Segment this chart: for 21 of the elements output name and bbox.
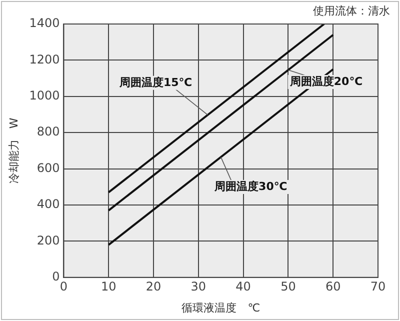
text: 周囲温度15℃ — [118, 76, 192, 89]
y-tick-label: 1000 — [29, 88, 60, 103]
x-tick-label: 70 — [370, 280, 386, 294]
y-tick-label: 800 — [36, 124, 60, 139]
x-tick-label: 50 — [280, 280, 296, 294]
y-tick-label: 400 — [36, 197, 60, 212]
y-tick-label: 200 — [36, 233, 60, 248]
x-tick-label: 30 — [190, 280, 206, 294]
y-tick-label: 600 — [36, 160, 60, 175]
series-label: 周囲温度30℃ — [214, 180, 288, 193]
x-tick-label: 10 — [100, 280, 116, 294]
y-tick-label: 1200 — [29, 52, 60, 66]
x-axis-title: 循環液温度 ℃ — [182, 301, 260, 314]
series-label: 周囲温度20℃ — [288, 74, 363, 88]
x-tick-label: 60 — [325, 280, 341, 294]
x-tick-label: 20 — [146, 280, 162, 294]
y-tick-label: 1400 — [29, 16, 60, 30]
text: 使用流体：清水 — [313, 4, 390, 18]
x-tick-label: 40 — [236, 280, 251, 294]
y-axis-title: 冷却能力 W — [7, 118, 20, 184]
y-tick-label: 0 — [52, 270, 60, 284]
